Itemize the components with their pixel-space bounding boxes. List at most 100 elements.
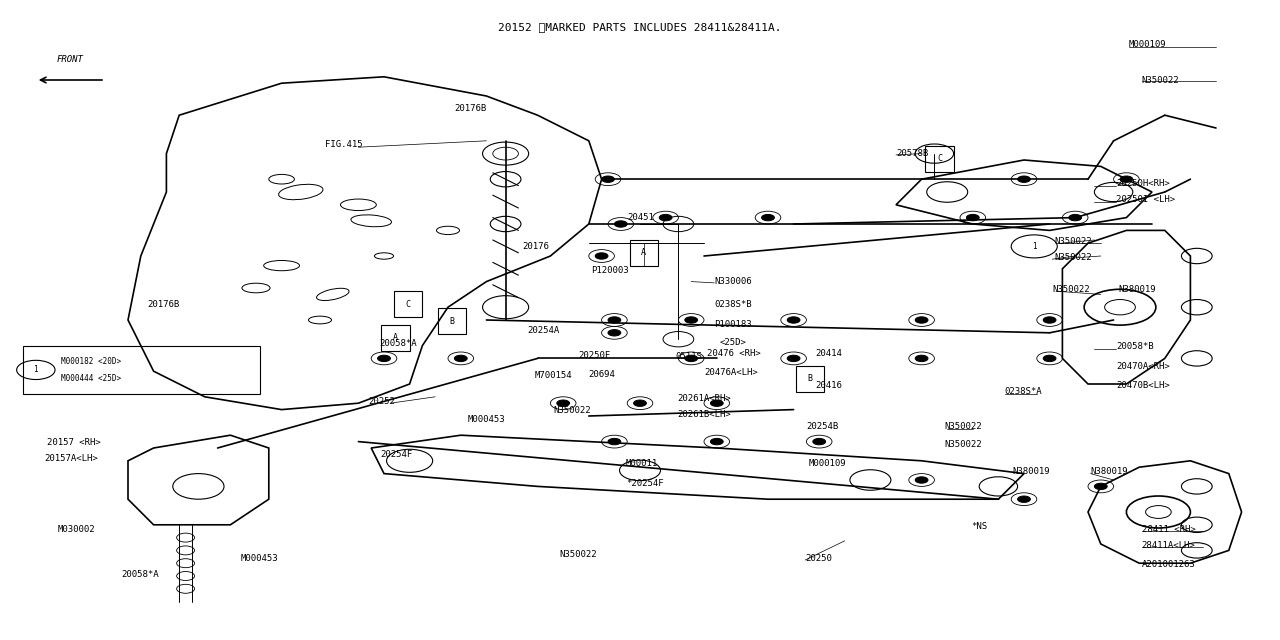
Text: 20261A<RH>: 20261A<RH> bbox=[677, 394, 731, 403]
Text: N350022: N350022 bbox=[1055, 237, 1092, 246]
Text: 20250H<RH>: 20250H<RH> bbox=[1116, 179, 1170, 188]
Text: 20252: 20252 bbox=[369, 397, 396, 406]
Text: 20254B: 20254B bbox=[806, 422, 838, 431]
Circle shape bbox=[1043, 317, 1056, 323]
Text: M000182 <20D>: M000182 <20D> bbox=[61, 357, 122, 366]
Text: N380019: N380019 bbox=[1091, 467, 1128, 476]
Text: C: C bbox=[937, 154, 942, 163]
Text: 20416: 20416 bbox=[815, 381, 842, 390]
Circle shape bbox=[813, 438, 826, 445]
Circle shape bbox=[595, 253, 608, 259]
Text: 1: 1 bbox=[1032, 242, 1037, 251]
Text: 20058*A: 20058*A bbox=[379, 339, 416, 348]
Circle shape bbox=[1018, 176, 1030, 182]
Circle shape bbox=[915, 317, 928, 323]
Bar bbox=[23, 346, 260, 394]
Bar bbox=[381, 325, 410, 351]
Text: N350022: N350022 bbox=[945, 422, 982, 431]
Text: FRONT: FRONT bbox=[58, 55, 83, 64]
Text: M700154: M700154 bbox=[535, 371, 572, 380]
Circle shape bbox=[378, 355, 390, 362]
Text: 20470B<LH>: 20470B<LH> bbox=[1116, 381, 1170, 390]
Text: 1: 1 bbox=[33, 365, 38, 374]
Text: N350022: N350022 bbox=[945, 440, 982, 449]
Circle shape bbox=[634, 400, 646, 406]
Text: 20261B<LH>: 20261B<LH> bbox=[677, 410, 731, 419]
Circle shape bbox=[608, 330, 621, 336]
Circle shape bbox=[787, 317, 800, 323]
Circle shape bbox=[966, 214, 979, 221]
Circle shape bbox=[608, 317, 621, 323]
Text: 20058*A: 20058*A bbox=[122, 570, 159, 579]
Circle shape bbox=[1120, 176, 1133, 182]
Text: 20250F: 20250F bbox=[579, 351, 611, 360]
Text: FIG.415: FIG.415 bbox=[325, 140, 362, 148]
Text: 20176: 20176 bbox=[522, 242, 549, 251]
Ellipse shape bbox=[264, 260, 300, 271]
Text: 20578B: 20578B bbox=[896, 149, 928, 158]
Text: *20254F: *20254F bbox=[626, 479, 663, 488]
Text: 20250: 20250 bbox=[805, 554, 832, 563]
Circle shape bbox=[557, 400, 570, 406]
Text: M000453: M000453 bbox=[467, 415, 504, 424]
Ellipse shape bbox=[374, 253, 394, 259]
Text: P100183: P100183 bbox=[714, 320, 751, 329]
Circle shape bbox=[710, 400, 723, 406]
Text: N380019: N380019 bbox=[1119, 285, 1156, 294]
Text: N350022: N350022 bbox=[559, 550, 596, 559]
Text: N350022: N350022 bbox=[1052, 285, 1089, 294]
Text: 20414: 20414 bbox=[815, 349, 842, 358]
Circle shape bbox=[659, 214, 672, 221]
Ellipse shape bbox=[340, 199, 376, 211]
Text: 0511S: 0511S bbox=[676, 352, 703, 361]
Text: 20254F: 20254F bbox=[380, 450, 412, 459]
Text: A: A bbox=[641, 248, 646, 257]
Circle shape bbox=[454, 355, 467, 362]
Text: M000109: M000109 bbox=[1129, 40, 1166, 49]
Text: N350022: N350022 bbox=[553, 406, 590, 415]
Circle shape bbox=[1043, 355, 1056, 362]
Text: C: C bbox=[406, 300, 411, 308]
Bar bbox=[630, 240, 658, 266]
Text: 0238S*A: 0238S*A bbox=[1005, 387, 1042, 396]
Text: B: B bbox=[808, 374, 813, 383]
Bar bbox=[438, 308, 466, 334]
Circle shape bbox=[915, 477, 928, 483]
Ellipse shape bbox=[279, 184, 323, 200]
Text: 20058*B: 20058*B bbox=[1116, 342, 1153, 351]
Text: 20176B: 20176B bbox=[454, 104, 486, 113]
Circle shape bbox=[685, 317, 698, 323]
Circle shape bbox=[1094, 483, 1107, 490]
Text: 20476A<LH>: 20476A<LH> bbox=[704, 368, 758, 377]
Circle shape bbox=[685, 355, 698, 362]
Text: M00011: M00011 bbox=[626, 460, 658, 468]
Ellipse shape bbox=[436, 227, 460, 235]
Text: 20157A<LH>: 20157A<LH> bbox=[45, 454, 99, 463]
Text: 20250I <LH>: 20250I <LH> bbox=[1116, 195, 1175, 204]
Ellipse shape bbox=[269, 175, 294, 184]
Text: A: A bbox=[393, 333, 398, 342]
Circle shape bbox=[710, 438, 723, 445]
Text: P120003: P120003 bbox=[591, 266, 628, 275]
Text: 20157 <RH>: 20157 <RH> bbox=[47, 438, 101, 447]
Text: M000444 <25D>: M000444 <25D> bbox=[61, 374, 122, 383]
Text: M000453: M000453 bbox=[241, 554, 278, 563]
Text: 20176B: 20176B bbox=[147, 300, 179, 308]
Circle shape bbox=[602, 176, 614, 182]
Ellipse shape bbox=[351, 215, 392, 227]
Text: 20254A: 20254A bbox=[527, 326, 559, 335]
Text: N350022: N350022 bbox=[1055, 253, 1092, 262]
Text: M030002: M030002 bbox=[58, 525, 95, 534]
Circle shape bbox=[608, 438, 621, 445]
Text: 28411A<LH>: 28411A<LH> bbox=[1142, 541, 1196, 550]
Text: 20694: 20694 bbox=[589, 370, 616, 379]
Circle shape bbox=[762, 214, 774, 221]
Text: B: B bbox=[449, 317, 454, 326]
Text: N380019: N380019 bbox=[1012, 467, 1050, 476]
Circle shape bbox=[614, 221, 627, 227]
Text: 20451: 20451 bbox=[627, 213, 654, 222]
Circle shape bbox=[1069, 214, 1082, 221]
Text: M000109: M000109 bbox=[809, 460, 846, 468]
Circle shape bbox=[915, 355, 928, 362]
Circle shape bbox=[787, 355, 800, 362]
